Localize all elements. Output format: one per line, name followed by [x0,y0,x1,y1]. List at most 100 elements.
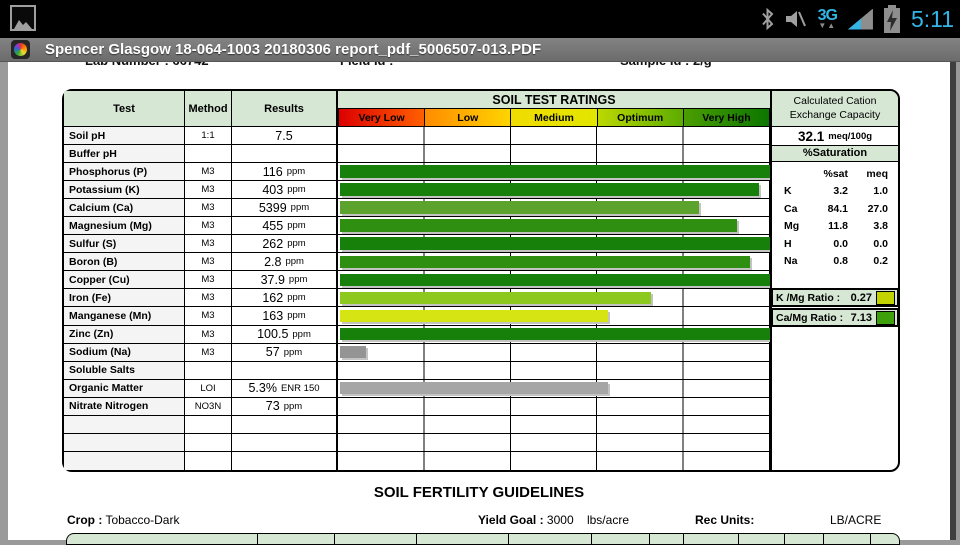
soil-test-table: Test Method Results Soil pH 1:1 7.5 Buffer … [62,89,900,472]
result-unit: ppm [283,400,303,412]
rating-bar [340,201,699,214]
rating-row [338,415,770,434]
page-edge-line [950,62,956,540]
element-label: Mg [784,220,800,233]
result-value: 37.9 [260,272,285,287]
result-value: 7.5 [275,128,293,143]
result-cell: 262 ppm [232,235,336,252]
guidelines-header-cell [334,533,416,545]
test-name-cell: Calcium (Ca) [64,199,185,217]
test-name-cell: Phosphorus (P) [64,163,185,181]
sat-value: 0.0 [833,237,848,250]
image-notification-icon[interactable] [10,5,36,31]
rating-level-low: Low [424,108,511,127]
guidelines-header-cell [508,533,591,545]
rating-row [338,199,770,218]
test-results-section: Test Method Results Soil pH 1:1 7.5 Buffer … [62,89,338,472]
rating-rows [338,127,772,470]
rating-scale: Very Low Low Medium Optimum Very High [338,108,771,127]
sat-col-sat: %sat [823,167,848,180]
test-name-cell: Organic Matter [64,379,185,397]
rating-bar [340,273,772,287]
rating-row [338,379,770,398]
ratio-label: Ca/Mg Ratio : [776,311,844,324]
result-unit: ppm [292,328,311,340]
cec-value: 32.1 meq/100g [772,127,898,146]
table-row: Buffer pH [64,145,336,164]
sat-value: 0.8 [833,255,848,268]
result-unit: ppm [287,238,306,250]
ratio-value: 0.27 [850,291,872,304]
element-label: Ca [784,202,798,215]
table-row: Manganese (Mn) M3 163 ppm [64,307,336,326]
rating-row [338,271,772,290]
result-value: 57 [265,345,280,360]
app-icon[interactable] [11,40,30,59]
result-unit: ppm [285,256,304,268]
result-cell [232,416,336,433]
result-cell: 7.5 [232,127,336,144]
network-type-label: 3G [817,7,838,24]
method-cell [185,145,232,163]
rating-bar [340,327,772,341]
rating-bar [340,183,760,196]
battery-charging-icon [883,4,900,33]
guidelines-header-cell [416,533,508,545]
guidelines-header-cell [591,533,649,545]
yield-goal-field: Yield Goal : 3000 lbs/acre [478,513,629,527]
table-row: Soluble Salts [64,361,336,380]
test-name-cell: Potassium (K) [64,181,185,199]
result-cell: 403 ppm [232,181,336,198]
result-cell: 116 ppm [232,163,336,180]
result-unit: ppm [287,220,306,232]
signal-fill [847,18,861,30]
status-time: 5:11 [910,5,954,32]
rating-row [338,325,772,344]
result-cell: 455 ppm [232,217,336,234]
test-name-cell [64,451,185,470]
cec-title: Calculated Cation Exchange Capacity [772,91,898,127]
rating-bar [340,345,366,359]
test-name-cell: Copper (Cu) [64,271,185,289]
table-row: Magnesium (Mg) M3 455 ppm [64,217,336,236]
document-title: Spencer Glasgow 18-064-1003 20180306 rep… [45,41,542,58]
table-row: Soil pH 1:1 7.5 [64,127,336,146]
test-name-cell: Zinc (Zn) [64,325,185,343]
charging-bolt-icon [886,9,897,31]
sat-value: 84.1 [827,202,848,215]
method-cell: M3 [185,271,232,289]
method-cell [185,415,232,433]
result-cell: 5.3% ENR 150 [232,380,336,397]
result-cell: 73 ppm [232,398,336,415]
table-row: Nitrate Nitrogen NO3N 73 ppm [64,397,336,416]
element-label: K [784,185,792,198]
element-label: H [784,237,792,250]
rating-level-optimum: Optimum [596,108,683,127]
meq-value: 3.8 [873,220,888,233]
test-name-cell: Nitrate Nitrogen [64,397,185,415]
mountains-glyph [14,20,32,29]
result-cell [232,452,336,470]
rating-row [338,253,770,272]
rec-units-label: Rec Units: [695,513,755,527]
saturation-header-row: %sat meq [784,165,888,183]
table-row: Boron (B) M3 2.8 ppm [64,253,336,272]
rating-row [338,217,770,236]
guidelines-header-cell [823,533,870,545]
rating-bar [340,255,751,269]
result-value: 455 [262,218,284,233]
ratio-box-k-mg: K /Mg Ratio : 0.27 [771,288,899,307]
rating-row [338,145,770,164]
test-name-cell: Soluble Salts [64,361,185,379]
rec-units-value: LB/ACRE [830,513,882,527]
test-name-cell: Iron (Fe) [64,289,185,307]
result-cell: 57 ppm [232,344,336,361]
method-cell: M3 [185,217,232,235]
rating-bar [340,309,608,323]
rating-row [338,433,770,452]
cec-number: 32.1 [797,128,825,144]
result-value: 5399 [258,200,287,215]
result-cell: 162 ppm [232,289,336,306]
ratio-label: K /Mg Ratio : [776,291,841,304]
